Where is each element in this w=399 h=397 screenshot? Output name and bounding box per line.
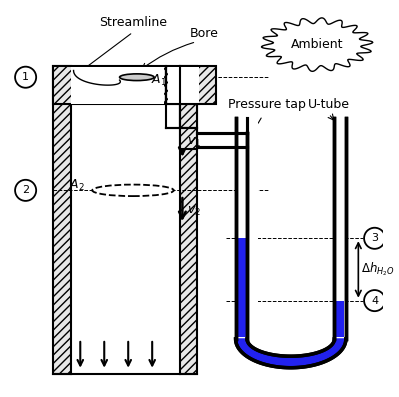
Bar [237,118,246,339]
Bar [166,66,216,104]
Bar [180,128,197,149]
Circle shape [15,67,36,88]
Text: $v_2$: $v_2$ [187,205,201,218]
Text: $A_2$: $A_2$ [69,178,85,193]
Circle shape [15,180,36,201]
Circle shape [364,290,385,311]
Text: $\Delta h_{H_2O}$: $\Delta h_{H_2O}$ [361,260,395,278]
Text: 3: 3 [371,233,378,243]
Bar [237,238,246,337]
Text: 1: 1 [22,72,29,82]
Bar [71,67,164,104]
Text: $v_1$: $v_1$ [187,136,201,149]
Bar [168,67,199,104]
Circle shape [364,228,385,249]
Bar [180,104,197,128]
Bar [180,66,197,374]
Bar [53,66,71,374]
Bar [53,66,166,104]
Polygon shape [235,339,346,368]
Text: U-tube: U-tube [308,98,350,110]
Bar [335,118,345,339]
Text: 2: 2 [22,185,29,195]
Text: $A_1$: $A_1$ [151,73,167,88]
Text: Bore: Bore [190,27,218,40]
Text: 4: 4 [371,296,378,306]
Text: Streamline: Streamline [99,16,167,29]
Text: Pressure tap: Pressure tap [228,98,306,110]
Bar [71,66,180,374]
Ellipse shape [120,74,154,81]
Ellipse shape [92,185,174,196]
Bar [248,119,258,367]
Text: Ambient: Ambient [291,38,344,51]
Polygon shape [262,18,373,71]
Bar [336,301,344,337]
